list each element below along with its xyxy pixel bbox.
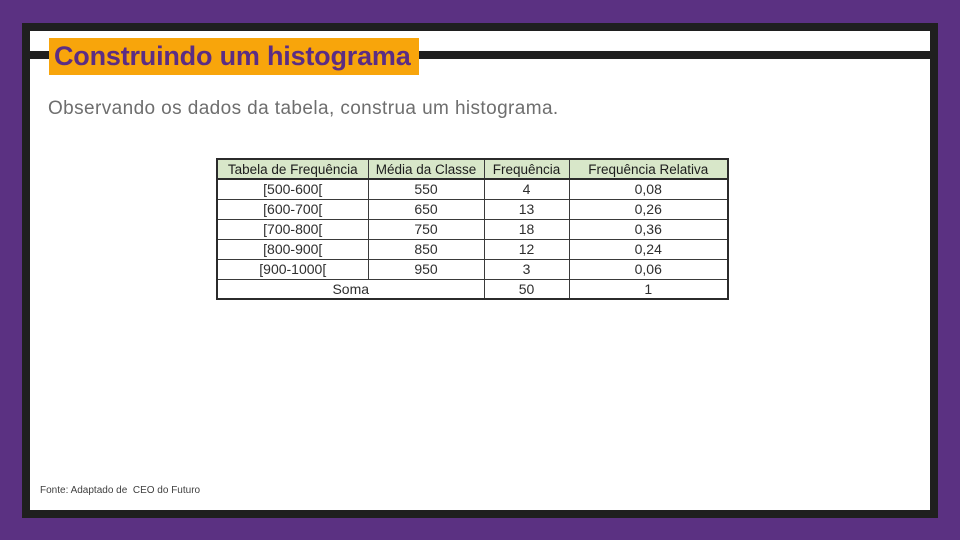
frequency-table: Tabela de Frequência Média da Classe Fre… <box>216 158 729 300</box>
cell-mean: 850 <box>367 238 485 260</box>
cell-sum-rel-frequency: 1 <box>568 278 729 300</box>
title-highlight: Construindo um histograma <box>49 38 419 75</box>
cell-freq: 13 <box>483 198 570 220</box>
cell-rel: 0,26 <box>568 198 729 220</box>
table-row: [600-700[ 650 13 0,26 <box>216 198 729 220</box>
source-note: Fonte: Adaptado de CEO do Futuro <box>40 485 201 496</box>
table-row: [500-600[ 550 4 0,08 <box>216 178 729 200</box>
table-row: [900-1000[ 950 3 0,06 <box>216 258 729 280</box>
table-summary-row: Soma 50 1 <box>216 278 729 300</box>
cell-interval: [600-700[ <box>216 198 369 220</box>
cell-freq: 12 <box>483 238 570 260</box>
header-rel-frequency: Frequência Relativa <box>568 158 729 180</box>
cell-mean: 950 <box>367 258 485 280</box>
header-class-mean: Média da Classe <box>367 158 485 180</box>
cell-freq: 4 <box>483 178 570 200</box>
table-row: [800-900[ 850 12 0,24 <box>216 238 729 260</box>
cell-interval: [800-900[ <box>216 238 369 260</box>
cell-interval: [500-600[ <box>216 178 369 200</box>
slide-subtitle: Observando os dados da tabela, construa … <box>48 98 559 119</box>
cell-mean: 650 <box>367 198 485 220</box>
cell-rel: 0,08 <box>568 178 729 200</box>
cell-interval: [900-1000[ <box>216 258 369 280</box>
header-frequency: Frequência <box>483 158 570 180</box>
title-divider-line <box>30 51 931 59</box>
table-row: [700-800[ 750 18 0,36 <box>216 218 729 240</box>
cell-mean: 550 <box>367 178 485 200</box>
cell-rel: 0,36 <box>568 218 729 240</box>
cell-rel: 0,06 <box>568 258 729 280</box>
header-class-interval: Tabela de Frequência <box>216 158 369 180</box>
cell-rel: 0,24 <box>568 238 729 260</box>
cell-freq: 3 <box>483 258 570 280</box>
cell-sum-frequency: 50 <box>483 278 570 300</box>
table-header-row: Tabela de Frequência Média da Classe Fre… <box>216 158 729 180</box>
cell-freq: 18 <box>483 218 570 240</box>
page-title: Construindo um histograma <box>54 41 411 71</box>
frequency-table-grid: Tabela de Frequência Média da Classe Fre… <box>216 158 729 300</box>
cell-interval: [700-800[ <box>216 218 369 240</box>
cell-mean: 750 <box>367 218 485 240</box>
cell-sum-label: Soma <box>216 278 485 300</box>
